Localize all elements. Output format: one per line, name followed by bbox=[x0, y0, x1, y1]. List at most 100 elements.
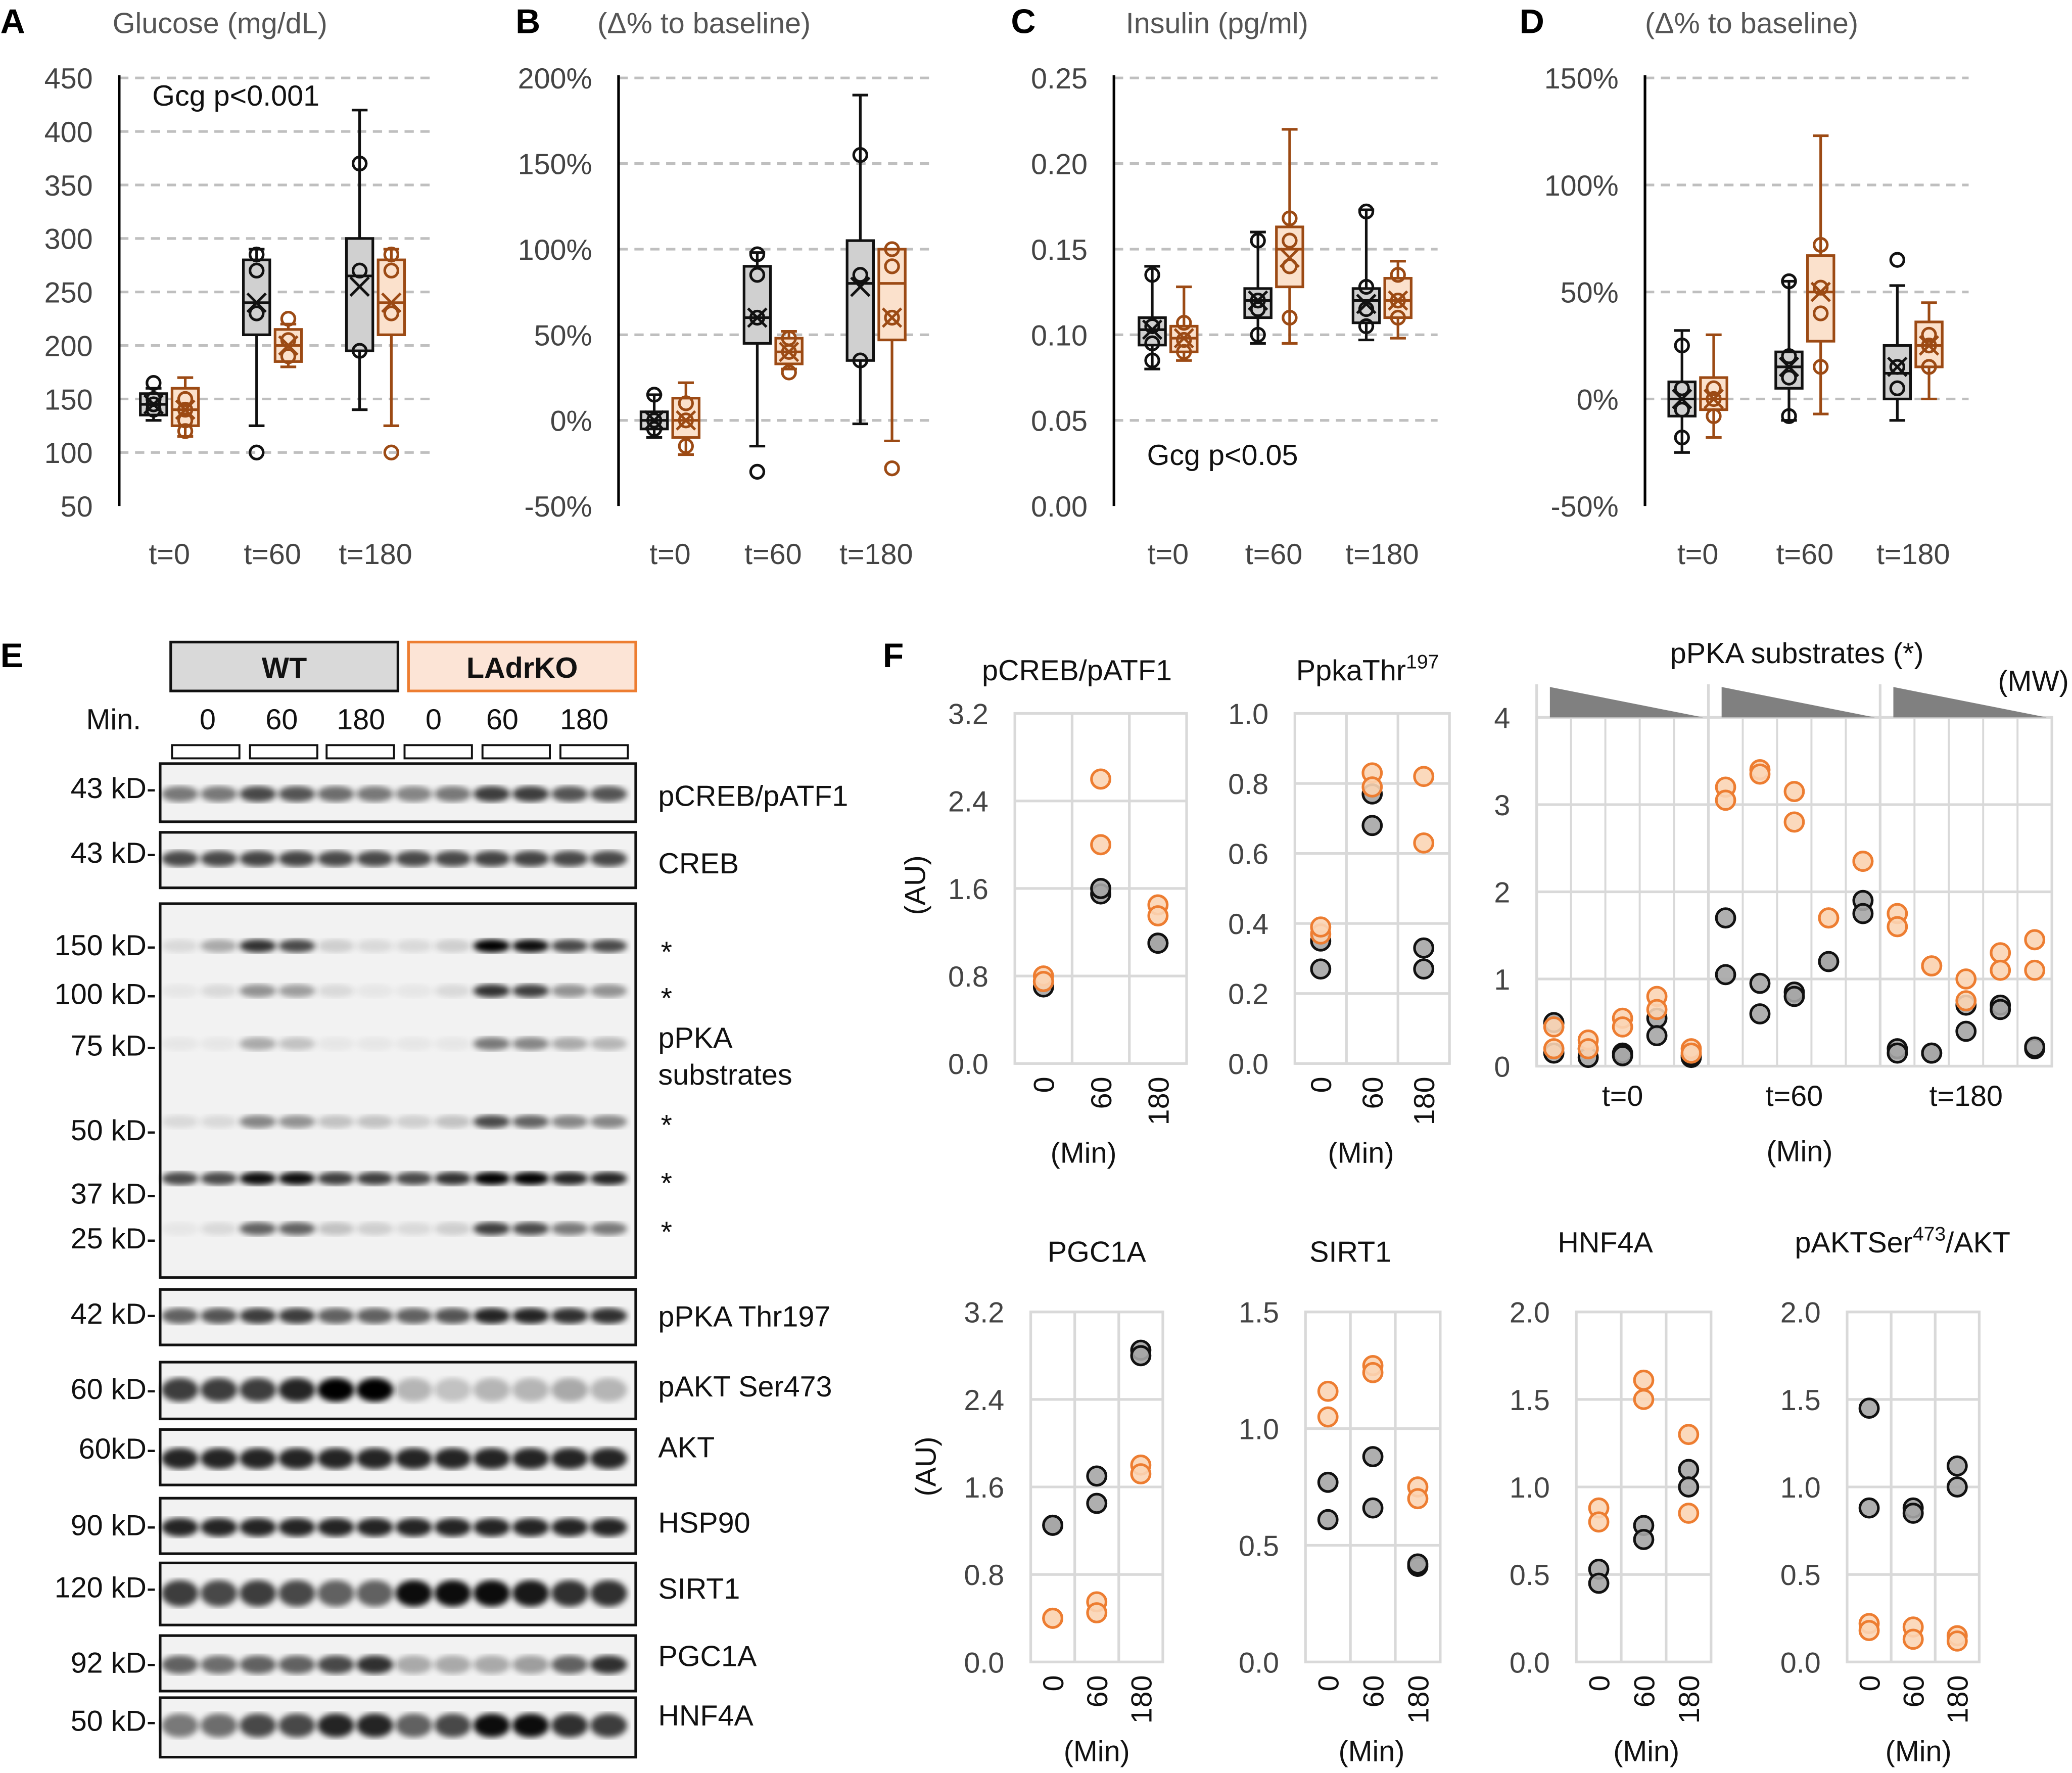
band bbox=[356, 786, 394, 802]
data-point bbox=[249, 305, 265, 321]
mw-marker: 50 kD- bbox=[71, 1114, 156, 1147]
blot-label: HNF4A bbox=[658, 1700, 754, 1732]
band bbox=[161, 1172, 199, 1185]
data-point bbox=[884, 258, 900, 274]
band bbox=[512, 1378, 549, 1402]
x-tick-label: t=0 bbox=[1677, 538, 1719, 571]
ladrko-point bbox=[1032, 971, 1054, 992]
wt-point bbox=[1413, 937, 1435, 959]
band bbox=[239, 984, 276, 998]
band bbox=[434, 1518, 472, 1537]
group-header-wt bbox=[169, 640, 400, 692]
band bbox=[200, 1448, 238, 1469]
wt-point bbox=[1783, 986, 1805, 1007]
band bbox=[317, 1222, 355, 1236]
band bbox=[473, 1308, 510, 1324]
band bbox=[434, 1580, 472, 1607]
wt-point bbox=[1858, 1397, 1880, 1419]
band bbox=[551, 851, 588, 867]
wt-point bbox=[1310, 958, 1332, 980]
mw-marker: 42 kD- bbox=[71, 1298, 156, 1330]
ladrko-point bbox=[1413, 766, 1435, 787]
x-axis-label: (Min) bbox=[1886, 1735, 1952, 1767]
band bbox=[356, 1037, 394, 1051]
band bbox=[434, 1378, 472, 1402]
y-tick-label: 150 bbox=[44, 384, 93, 416]
data-point bbox=[852, 267, 869, 283]
group-header-ladrko bbox=[407, 640, 637, 692]
y-tick-label: 0.0 bbox=[1510, 1647, 1550, 1679]
data-point bbox=[1781, 408, 1797, 424]
x-tick-label: t=0 bbox=[149, 538, 190, 571]
band bbox=[590, 1448, 627, 1469]
band bbox=[278, 1378, 316, 1402]
band bbox=[161, 984, 199, 998]
ladrko-point bbox=[1852, 851, 1874, 872]
wt-point bbox=[1921, 1042, 1943, 1064]
x-tick-label: t=180 bbox=[1345, 538, 1419, 571]
band bbox=[161, 1713, 199, 1738]
band bbox=[434, 1037, 472, 1051]
band bbox=[356, 1222, 394, 1236]
wt-point bbox=[1086, 1465, 1108, 1487]
ladrko-point bbox=[1577, 1038, 1599, 1059]
data-point bbox=[1358, 318, 1375, 335]
band bbox=[200, 1518, 238, 1537]
data-point bbox=[1358, 278, 1375, 295]
band bbox=[239, 1448, 276, 1469]
band bbox=[395, 1222, 433, 1236]
band bbox=[161, 1115, 199, 1129]
band bbox=[200, 786, 238, 802]
data-point bbox=[1706, 391, 1722, 407]
band bbox=[200, 851, 238, 867]
y-tick-label: -50% bbox=[524, 491, 592, 523]
y-tick-label: 2.0 bbox=[1780, 1297, 1821, 1329]
data-point bbox=[781, 344, 797, 360]
wt-point bbox=[1818, 951, 1840, 972]
ladrko-point bbox=[1921, 955, 1943, 977]
y-tick-label: 0.5 bbox=[1780, 1559, 1821, 1592]
plot-title: pCREB/pATF1 bbox=[982, 655, 1172, 687]
data-point bbox=[280, 332, 297, 348]
data-point bbox=[249, 444, 265, 460]
blot-creb bbox=[159, 831, 637, 890]
band bbox=[551, 1308, 588, 1324]
title-superscript: 473 bbox=[1913, 1224, 1946, 1245]
band bbox=[395, 1713, 433, 1738]
band bbox=[395, 1308, 433, 1324]
x-tick-label: 60 bbox=[1086, 1077, 1118, 1109]
mw-marker: 92 kD- bbox=[71, 1647, 156, 1679]
band bbox=[317, 1037, 355, 1051]
x-tick-label: 180 bbox=[1942, 1675, 1974, 1724]
mw-marker: 100 kD- bbox=[55, 978, 156, 1011]
ladrko-box bbox=[170, 387, 200, 427]
data-point bbox=[1674, 429, 1690, 446]
ladrko-point bbox=[1588, 1511, 1610, 1533]
y-tick-label: 0.2 bbox=[1228, 978, 1268, 1011]
band bbox=[434, 1172, 472, 1185]
band bbox=[473, 1655, 510, 1674]
mw-gradient-wedge bbox=[1893, 687, 2047, 718]
y-tick-label: 1.5 bbox=[1510, 1384, 1550, 1417]
ladrko-point bbox=[1317, 1380, 1339, 1402]
blot-label: pCREB/pATF1 bbox=[658, 780, 848, 813]
panel-letter: F bbox=[883, 636, 904, 675]
data-point bbox=[1390, 292, 1406, 309]
band bbox=[200, 1713, 238, 1738]
wt-point bbox=[1852, 903, 1874, 924]
band bbox=[512, 939, 549, 953]
band-star: * bbox=[661, 1216, 672, 1248]
lane-pair-bracket bbox=[249, 744, 318, 760]
data-point bbox=[1250, 301, 1266, 317]
plot-title: pPKA substrates (*) bbox=[1670, 637, 1924, 670]
band bbox=[356, 1115, 394, 1129]
time-label: 180 bbox=[337, 704, 385, 736]
x-tick-label: 0 bbox=[1854, 1675, 1886, 1692]
blot-pgc1a bbox=[159, 1634, 637, 1693]
y-tick-label: 4 bbox=[1494, 702, 1510, 734]
band bbox=[473, 1518, 510, 1537]
data-point bbox=[1921, 337, 1937, 354]
plot-title: HNF4A bbox=[1558, 1227, 1653, 1259]
band bbox=[356, 1713, 394, 1738]
data-point bbox=[1282, 258, 1298, 274]
